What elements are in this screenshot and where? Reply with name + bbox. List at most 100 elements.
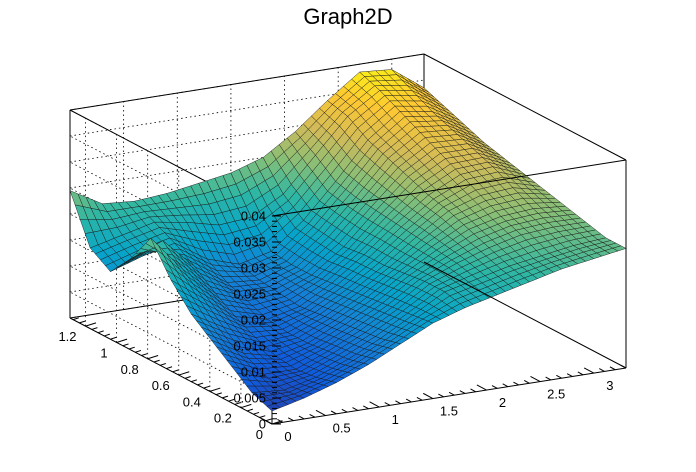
- y-tick-mark: [197, 382, 204, 386]
- y-tick-mark: [128, 346, 135, 350]
- x-tick-mark: [513, 381, 519, 386]
- x-tick-mark: [476, 384, 487, 391]
- x-tick-mark: [577, 371, 584, 376]
- surface-face: [612, 245, 627, 252]
- frame-edge: [271, 367, 627, 425]
- y-tick-mark: [178, 371, 190, 376]
- z-tick-label: 0.015: [233, 339, 266, 354]
- left-wall-gridline: [69, 291, 273, 399]
- x-tick-mark: [315, 409, 326, 416]
- x-tick-mark: [287, 417, 294, 422]
- x-tick-mark: [416, 396, 423, 401]
- x-tick-mark: [459, 390, 466, 394]
- y-tick-label: 1.2: [58, 329, 76, 344]
- frame-edge: [69, 317, 273, 425]
- x-tick-mark: [330, 410, 337, 415]
- x-tick-mark: [530, 375, 541, 383]
- x-tick-label: 1: [392, 412, 399, 427]
- y-tick-mark: [184, 376, 191, 379]
- back-wall-gridline: [69, 79, 425, 137]
- z-tick-label: 0.03: [241, 261, 266, 276]
- x-tick-label: 2.5: [547, 387, 565, 402]
- x-tick-label: 2: [499, 395, 506, 410]
- x-tick-mark: [620, 364, 627, 369]
- x-tick-mark: [277, 419, 283, 423]
- x-tick-label: 0.5: [333, 421, 351, 436]
- x-tick-mark: [448, 391, 455, 396]
- front-frame: [271, 53, 627, 425]
- x-tick-mark: [523, 380, 530, 384]
- x-tick-label: 1.5: [440, 404, 458, 419]
- y-tick-label: 0.4: [183, 394, 201, 409]
- z-tick-label: 0.02: [241, 313, 266, 328]
- y-tick-label: 0.2: [214, 411, 232, 426]
- x-tick-mark: [609, 366, 616, 371]
- frame-edge: [69, 53, 425, 111]
- x-tick-mark: [262, 418, 273, 425]
- x-tick-mark: [545, 376, 552, 381]
- y-tick-mark: [228, 398, 235, 402]
- y-tick-mark: [91, 327, 98, 330]
- y-axis: 0 0.2 0.4 0.6 0.8 1 1.2: [58, 317, 283, 442]
- y-tick-mark: [135, 349, 142, 353]
- left-wall-gridline: [69, 135, 273, 243]
- y-tick-mark: [203, 385, 210, 389]
- x-tick-mark: [502, 383, 509, 388]
- left-wall-gridline: [69, 161, 273, 269]
- y-tick-mark: [209, 387, 221, 392]
- y-tick-label: 0.8: [121, 362, 139, 377]
- frame-edge: [423, 53, 627, 161]
- x-tick-label: 3: [606, 378, 613, 393]
- y-tick-label: 1: [100, 345, 107, 360]
- surface: [69, 69, 627, 412]
- y-tick-mark: [246, 408, 253, 412]
- x-tick-mark: [583, 367, 595, 374]
- z-axis: 0 0.005 0.01 0.015 0.02 0.025 0.03 0.035 0.04: [233, 209, 281, 432]
- y-tick-mark: [234, 402, 241, 405]
- frame-edge: [423, 261, 627, 369]
- x-tick-mark: [438, 393, 444, 398]
- y-tick-mark: [222, 395, 229, 399]
- back-wall-gridline: [69, 235, 425, 293]
- x-tick-mark: [422, 392, 434, 399]
- y-tick-mark: [72, 317, 79, 321]
- x-tick-label: 0: [284, 429, 291, 444]
- z-tick-label: 0.035: [233, 235, 266, 250]
- x-tick-mark: [309, 413, 316, 418]
- y-tick-mark: [191, 379, 198, 383]
- x-tick-mark: [369, 401, 380, 408]
- z-tick-label: 0.005: [233, 391, 266, 406]
- x-tick-mark: [395, 400, 401, 405]
- y-tick-label: 0.6: [152, 378, 170, 393]
- left-wall-gridline: [69, 265, 273, 373]
- z-tick-label: 0.01: [241, 365, 266, 380]
- y-tick-mark: [141, 353, 148, 356]
- y-tick-mark: [97, 330, 104, 334]
- y-tick-mark: [259, 415, 266, 418]
- y-tick-mark: [166, 366, 173, 370]
- y-tick-mark: [147, 354, 159, 360]
- chart-title: Graph2D: [303, 4, 392, 29]
- y-tick-mark: [253, 411, 260, 415]
- y-tick-mark: [265, 418, 272, 422]
- x-tick-mark: [566, 373, 573, 377]
- y-tick-mark: [110, 336, 117, 340]
- z-tick-label: 0.04: [241, 209, 266, 224]
- y-tick-label: 0: [256, 427, 263, 442]
- z-tick-label: 0: [259, 417, 266, 432]
- x-tick-mark: [341, 408, 348, 413]
- back-wall-gridline: [69, 131, 425, 189]
- y-tick-mark: [153, 359, 160, 363]
- y-tick-mark: [116, 338, 128, 343]
- y-tick-mark: [240, 403, 252, 409]
- x-tick-mark: [405, 398, 412, 403]
- x-tick-mark: [556, 374, 562, 379]
- y-tick-mark: [85, 322, 97, 327]
- y-tick-mark: [79, 320, 86, 324]
- x-tick-mark: [352, 407, 359, 411]
- x-tick-mark: [384, 402, 391, 406]
- y-tick-mark: [159, 363, 166, 366]
- frame-edge: [271, 159, 627, 217]
- y-tick-mark: [215, 392, 222, 396]
